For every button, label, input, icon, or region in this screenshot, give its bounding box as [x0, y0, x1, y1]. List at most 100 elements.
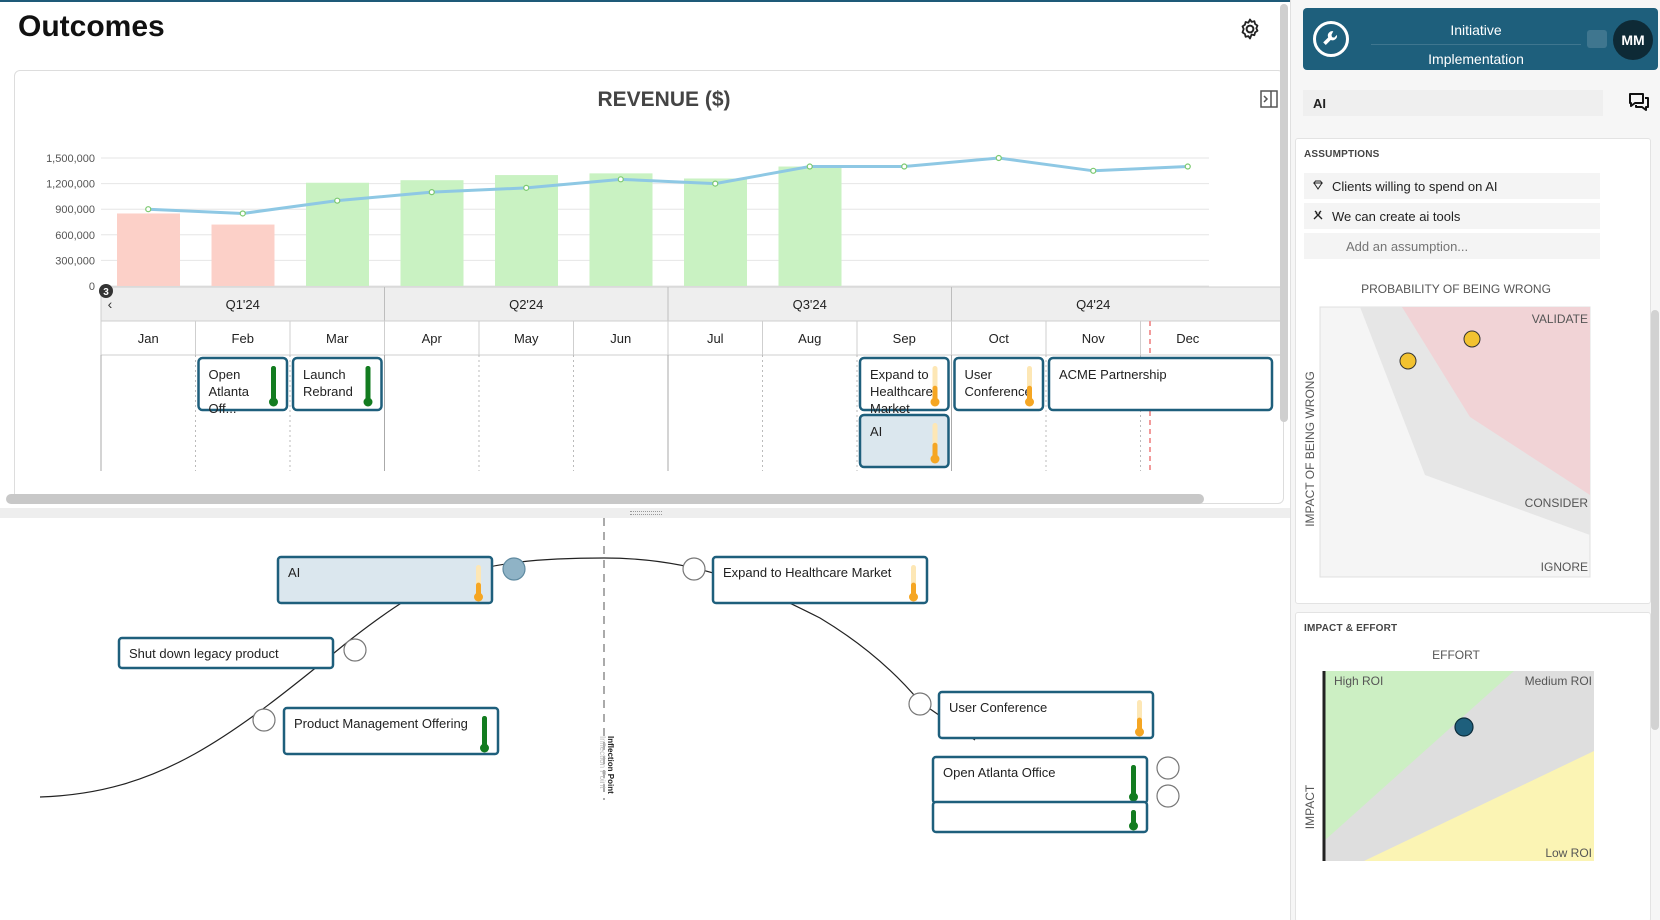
timeline-item-label: Atlanta	[209, 384, 250, 399]
right-sidebar: Initiative Implementation MM AI ASSUMPTI…	[1290, 0, 1660, 920]
quarter-header-bg	[100, 286, 1283, 322]
timeline-item-box	[953, 356, 1045, 412]
curve-node-label: Expand to Healthcare Market	[723, 565, 892, 580]
thermometer-bulb	[474, 592, 483, 602]
pane-splitter[interactable]	[0, 508, 1290, 518]
tools-marker-icon[interactable]	[1463, 330, 1481, 348]
curve-node[interactable]	[931, 800, 1149, 834]
line-point	[145, 206, 152, 213]
curve-anchor[interactable]	[502, 557, 526, 581]
line-point	[239, 210, 246, 217]
assumption-item[interactable]: Clients willing to spend on AI	[1304, 173, 1600, 199]
timeline-item-label: Market	[870, 401, 910, 416]
y-tick-label: 900,000	[55, 204, 95, 216]
zone-high-label: High ROI	[1334, 674, 1383, 688]
tools-icon	[1304, 209, 1332, 224]
curve-node[interactable]: Shut down legacy product	[117, 636, 335, 670]
chart-title: REVENUE ($)	[597, 88, 730, 111]
timeline-item-label: Rebrand	[303, 384, 353, 399]
curve-node[interactable]: AI	[276, 555, 494, 605]
horizontal-scrollbar[interactable]	[6, 494, 1204, 504]
prev-arrow-icon[interactable]: ‹	[108, 296, 113, 312]
curve-node[interactable]: User Conference	[937, 690, 1155, 740]
risk-x-title: PROBABILITY OF BEING WRONG	[1361, 282, 1551, 296]
y-tick-label: 1,200,000	[46, 179, 95, 191]
settings-gear-icon[interactable]	[1238, 17, 1262, 41]
month-label: May	[514, 331, 539, 346]
avatar[interactable]: MM	[1613, 20, 1653, 60]
timeline-item[interactable]: User Conference	[953, 356, 1045, 412]
revenue-bar	[684, 178, 747, 286]
curve-anchor[interactable]	[682, 557, 706, 581]
revenue-bar	[495, 175, 558, 286]
y-tick-label: 0	[89, 281, 95, 293]
thermometer-bulb	[1135, 727, 1144, 737]
revenue-bar	[589, 173, 653, 286]
month-label: Jul	[707, 331, 724, 346]
panel-toggle-icon[interactable]	[1256, 86, 1282, 112]
timeline-item[interactable]: AI	[858, 413, 950, 469]
curve-node-label: Open Atlanta Office	[943, 765, 1056, 780]
curve-node-label: AI	[288, 565, 300, 580]
curve-node[interactable]: Expand to Healthcare Market	[711, 555, 929, 605]
assumption-item[interactable]: We can create ai tools	[1304, 203, 1600, 229]
curve-node-label: Product Management Offering	[294, 716, 468, 731]
sidebar-scrollbar[interactable]	[1651, 310, 1659, 730]
curve-anchor[interactable]	[252, 708, 276, 732]
timeline-item-label: AI	[870, 424, 882, 439]
count-badge-text: 3	[103, 287, 109, 298]
curve-node-box	[931, 755, 1149, 805]
line-point	[995, 154, 1002, 162]
timeline-item[interactable]: Launch Rebrand	[291, 356, 383, 412]
thermometer-bulb	[930, 397, 940, 407]
vertical-scrollbar[interactable]	[1280, 4, 1288, 422]
timeline-item[interactable]: ACME Partnership	[1047, 356, 1274, 412]
initiative-title-line2: Implementation	[1428, 51, 1524, 67]
revenue-bar	[778, 166, 842, 286]
curve-anchor[interactable]	[343, 638, 367, 662]
curve-anchor[interactable]	[908, 692, 932, 716]
header-toggle[interactable]	[1587, 30, 1607, 48]
quarter-label: Q3'24	[793, 297, 827, 312]
quarter-label: Q4'24	[1076, 297, 1110, 312]
revenue-bar	[211, 224, 275, 286]
initiative-title: Initiative Implementation	[1371, 16, 1581, 73]
timeline-item-box	[291, 356, 383, 412]
add-assumption-input[interactable]	[1304, 233, 1600, 259]
thermometer-bulb	[909, 592, 918, 602]
curve-anchor[interactable]	[1156, 784, 1180, 808]
gem-marker-icon[interactable]	[1399, 352, 1417, 370]
curve-node[interactable]: Product Management Offering	[282, 706, 500, 756]
initiative-marker[interactable]	[1454, 717, 1474, 737]
line-point	[806, 163, 813, 170]
curve-node-box	[276, 555, 494, 605]
initiative-header: Initiative Implementation MM	[1303, 8, 1658, 70]
curve-anchor[interactable]	[1156, 756, 1180, 780]
assumption-text: Clients willing to spend on AI	[1332, 178, 1498, 194]
assumptions-title: ASSUMPTIONS	[1304, 149, 1380, 160]
wrench-icon[interactable]	[1313, 21, 1349, 57]
timeline-item-label: ACME Partnership	[1059, 367, 1167, 382]
line-point	[428, 189, 435, 196]
top-accent-line	[0, 0, 1290, 2]
page-title: Outcomes	[18, 10, 165, 43]
thermometer-bulb	[480, 743, 489, 753]
timeline-item[interactable]: Expand to Healthcare Market	[858, 356, 950, 416]
line-point	[334, 197, 341, 204]
selected-name-field[interactable]: AI	[1303, 90, 1603, 116]
thermometer-fill	[1131, 765, 1136, 797]
zone-ignore-label: IGNORE	[1541, 560, 1588, 574]
month-label: Oct	[989, 331, 1010, 346]
timeline-item[interactable]: Open Atlanta Off...	[197, 356, 289, 416]
zone-validate-label: VALIDATE	[1532, 312, 1588, 326]
timeline-item-label: Launch	[303, 367, 346, 382]
thermometer-fill	[482, 716, 487, 748]
thermometer-bulb	[363, 397, 373, 407]
curve-node[interactable]: Open Atlanta Office	[931, 755, 1149, 805]
thermometer-bulb	[930, 454, 940, 464]
splitter-grip-icon[interactable]	[630, 511, 662, 515]
inflection-sublabel: Inflection Point	[598, 736, 607, 789]
month-label: Mar	[326, 331, 349, 346]
chat-icon[interactable]	[1627, 90, 1651, 114]
revenue-bar	[117, 213, 180, 286]
